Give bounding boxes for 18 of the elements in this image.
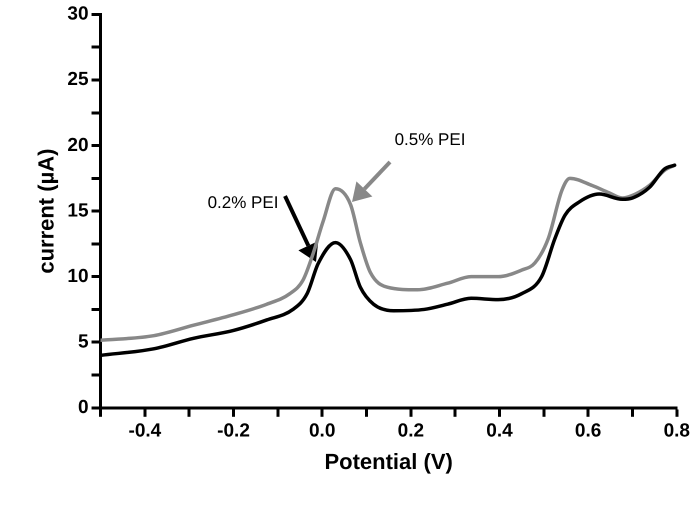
x-tick-label: 0.4 [486, 420, 514, 442]
x-tick-label: 0.0 [308, 420, 336, 442]
y-tick-label: 15 [67, 200, 89, 222]
x-tick-label: 0.6 [574, 420, 602, 442]
y-tick-label: 10 [67, 266, 89, 287]
x-tick-label: -0.4 [128, 420, 162, 442]
y-tick-label: 20 [67, 134, 89, 156]
x-axis-title: Potential (V) [324, 448, 453, 474]
annotation: 0.2% PEI [208, 193, 278, 213]
annotation: 0.5% PEI [394, 130, 466, 150]
y-tick-label: 25 [67, 69, 89, 90]
y-axis-title: current (µA) [33, 148, 58, 274]
x-tick-label: -0.2 [217, 420, 250, 442]
y-tick-label: 30 [67, 4, 89, 25]
y-tick-label: 5 [78, 331, 89, 352]
x-tick-label: 0.2 [398, 420, 424, 442]
y-tick-label: 0 [78, 397, 89, 418]
x-tick-label: 0.8 [664, 420, 690, 442]
